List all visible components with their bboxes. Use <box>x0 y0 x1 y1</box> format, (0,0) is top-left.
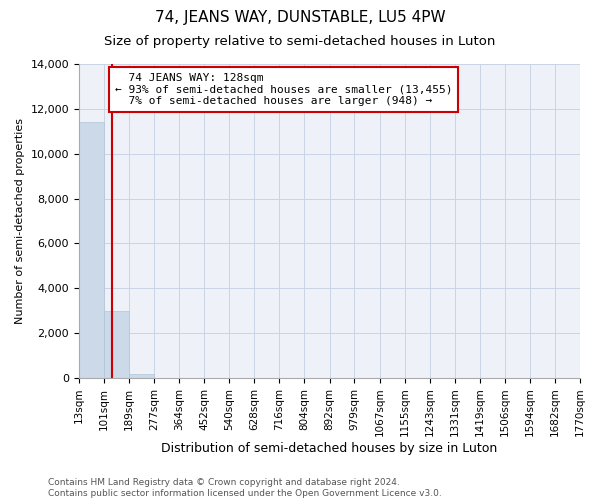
Text: 74 JEANS WAY: 128sqm
← 93% of semi-detached houses are smaller (13,455)
  7% of : 74 JEANS WAY: 128sqm ← 93% of semi-detac… <box>115 73 452 106</box>
X-axis label: Distribution of semi-detached houses by size in Luton: Distribution of semi-detached houses by … <box>161 442 497 455</box>
Y-axis label: Number of semi-detached properties: Number of semi-detached properties <box>15 118 25 324</box>
Text: 74, JEANS WAY, DUNSTABLE, LU5 4PW: 74, JEANS WAY, DUNSTABLE, LU5 4PW <box>155 10 445 25</box>
Bar <box>129 374 154 378</box>
Bar <box>104 310 129 378</box>
Bar <box>79 122 104 378</box>
Text: Contains HM Land Registry data © Crown copyright and database right 2024.
Contai: Contains HM Land Registry data © Crown c… <box>48 478 442 498</box>
Text: Size of property relative to semi-detached houses in Luton: Size of property relative to semi-detach… <box>104 35 496 48</box>
